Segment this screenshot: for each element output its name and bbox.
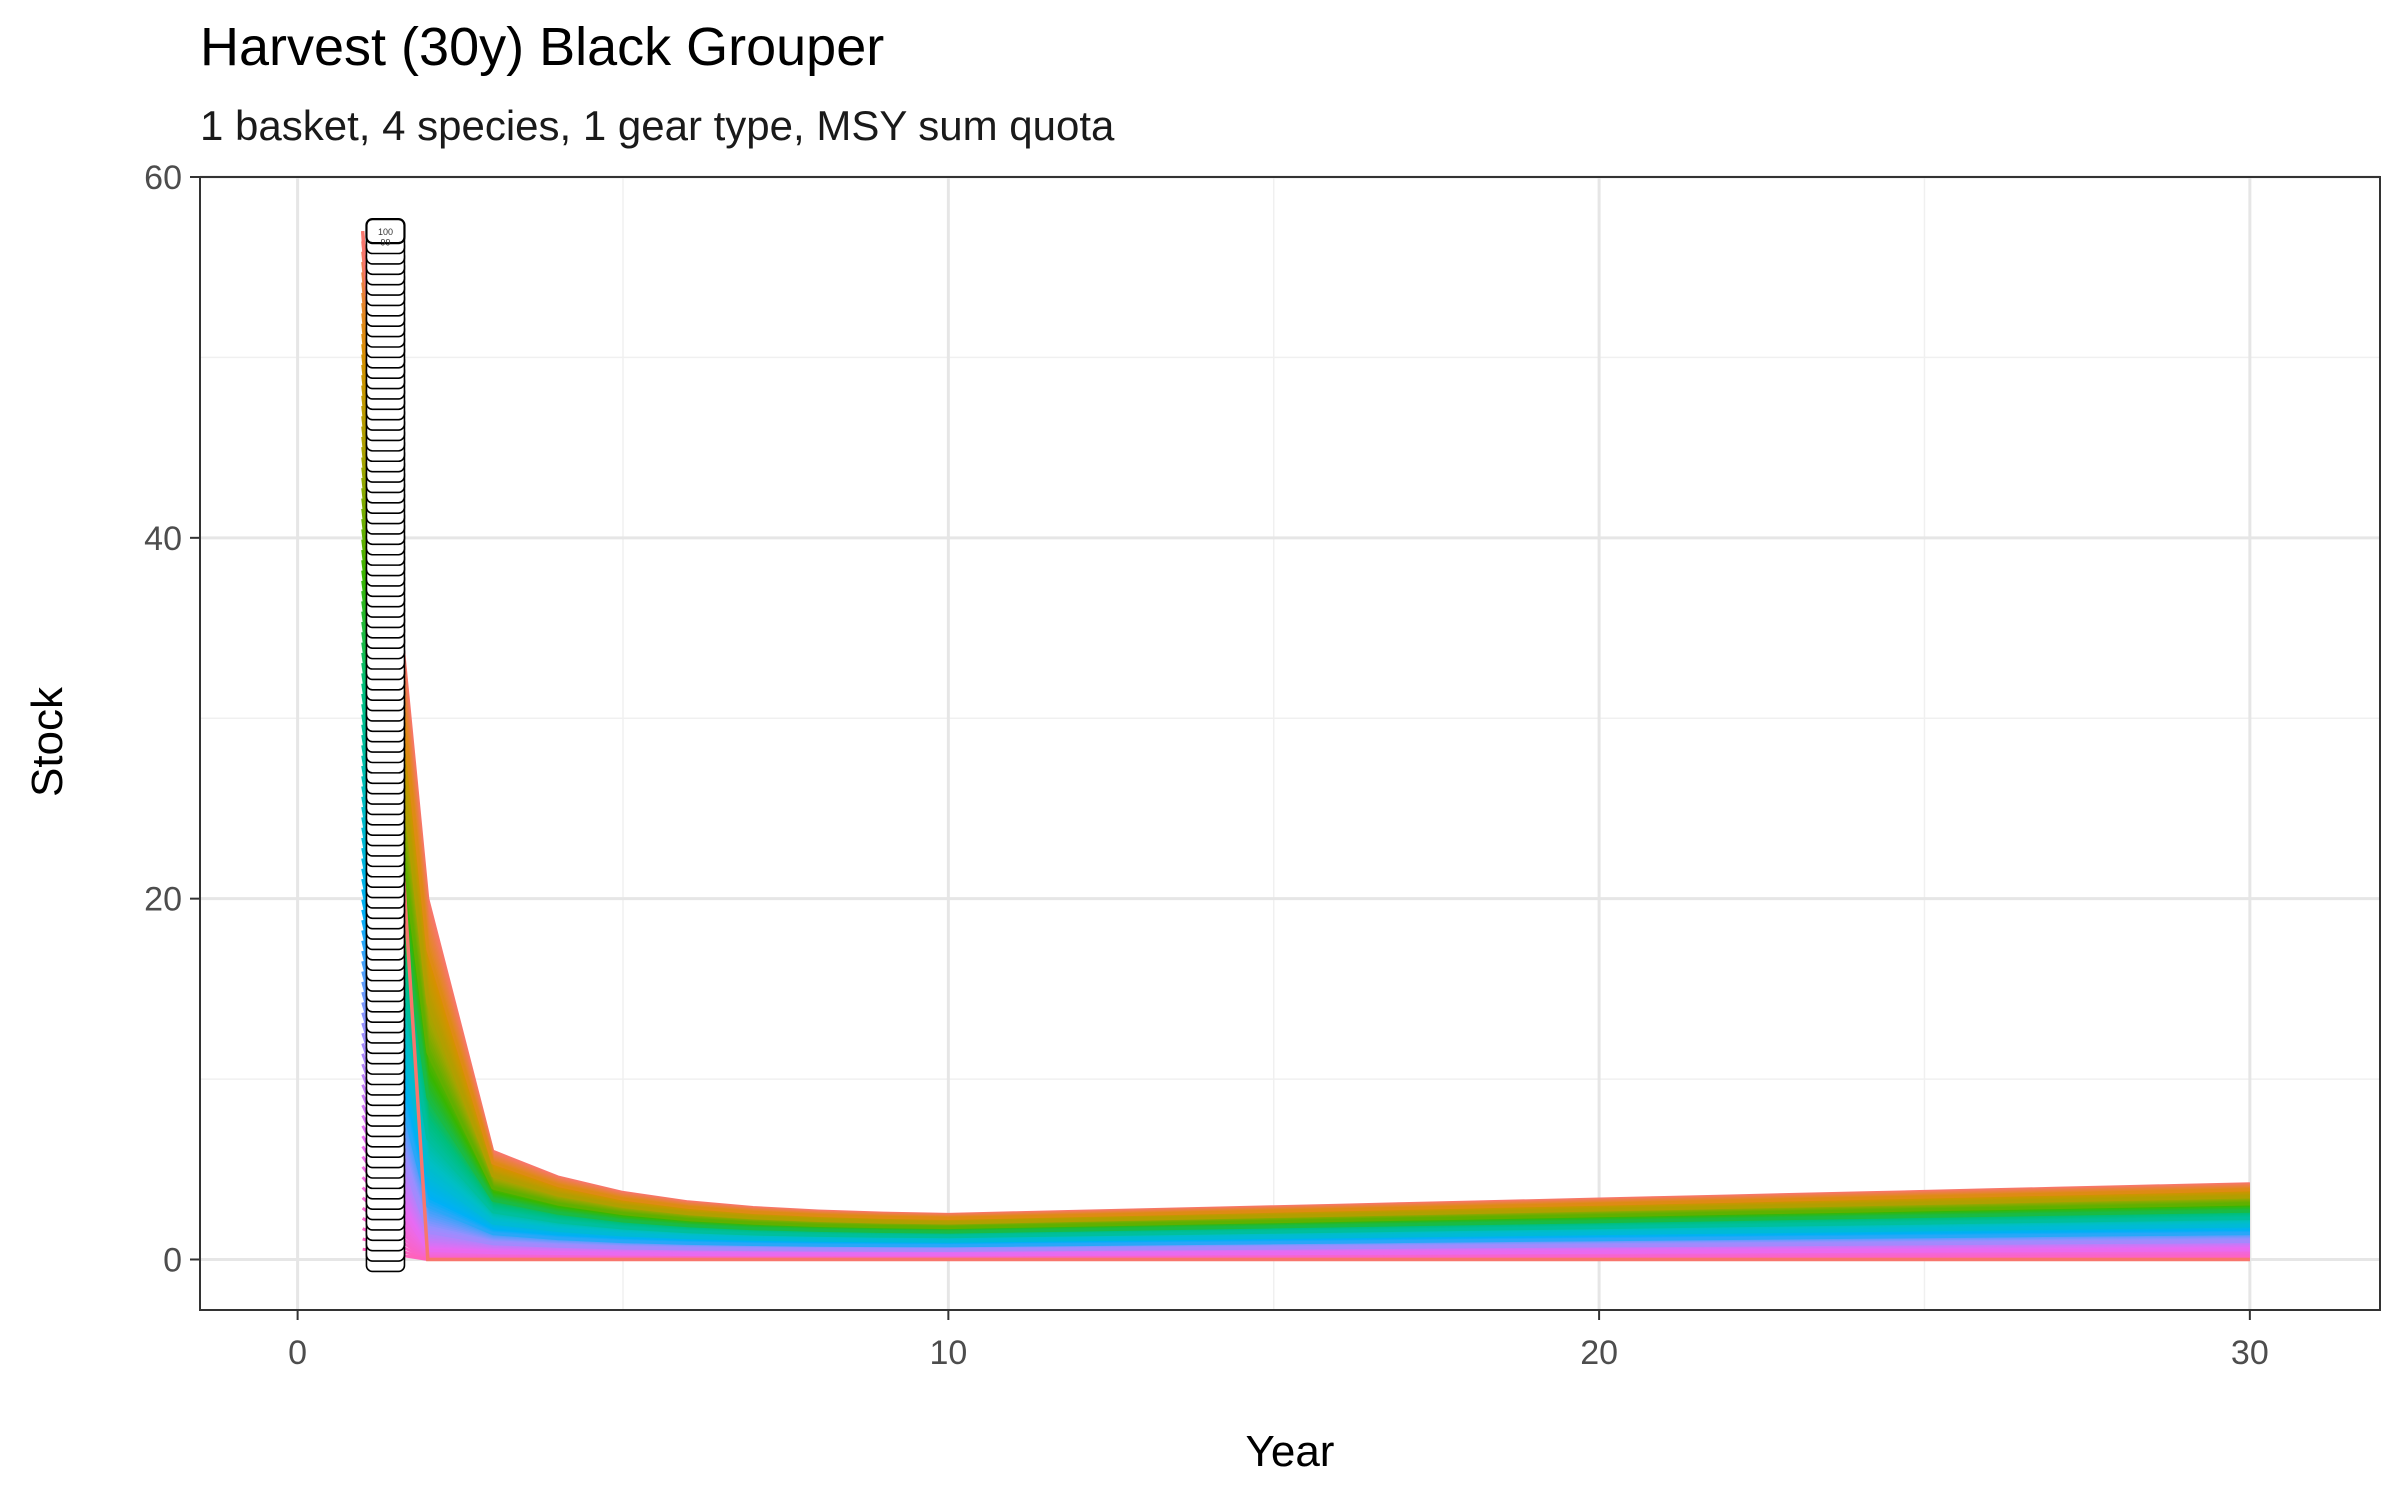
y-tick-label: 40 bbox=[144, 520, 182, 558]
y-tick-label: 60 bbox=[144, 159, 182, 197]
x-tick-label: 30 bbox=[2231, 1334, 2269, 1372]
series-line bbox=[361, 323, 2250, 1220]
series-line bbox=[361, 868, 2250, 1245]
series-line bbox=[361, 580, 2250, 1232]
series-lines bbox=[360, 230, 2250, 1262]
chart-title: Harvest (30y) Black Grouper bbox=[200, 17, 884, 77]
series-line bbox=[361, 621, 2250, 1234]
series-line bbox=[361, 765, 2250, 1240]
series-line bbox=[361, 827, 2250, 1243]
series-line bbox=[361, 940, 2250, 1248]
y-tick-label: 0 bbox=[163, 1241, 182, 1279]
series-line bbox=[361, 590, 2250, 1232]
series-line bbox=[361, 673, 2250, 1236]
series-line bbox=[361, 847, 2250, 1244]
x-tick-label: 20 bbox=[1580, 1334, 1618, 1372]
series-line bbox=[361, 282, 2250, 1219]
series-line bbox=[361, 344, 2250, 1221]
series-line bbox=[361, 683, 2250, 1236]
series-line bbox=[361, 374, 2250, 1223]
series-line bbox=[361, 395, 2250, 1224]
series-label-text: 99 bbox=[380, 238, 390, 248]
series-line bbox=[361, 518, 2250, 1229]
series-line bbox=[361, 251, 2250, 1217]
series-line bbox=[361, 230, 2250, 1216]
series-line bbox=[361, 837, 2250, 1243]
series-line bbox=[361, 508, 2250, 1229]
axes: 0 10 20 30 0 20 40 60 bbox=[144, 159, 2269, 1372]
series-line bbox=[361, 467, 2250, 1227]
series-line bbox=[361, 354, 2250, 1222]
series-label-box bbox=[365, 218, 406, 245]
series-line bbox=[360, 230, 2250, 1262]
series-line bbox=[361, 745, 2250, 1239]
series-line bbox=[361, 878, 2250, 1245]
series-line bbox=[361, 1043, 2250, 1252]
grid bbox=[200, 175, 2380, 1310]
y-axis-title: Stock bbox=[23, 686, 72, 797]
series-line bbox=[361, 858, 2250, 1244]
series-line bbox=[361, 611, 2250, 1233]
series-line bbox=[361, 724, 2250, 1238]
series-line bbox=[361, 436, 2250, 1225]
series-line bbox=[361, 631, 2250, 1234]
series-line bbox=[361, 364, 2250, 1222]
series-line bbox=[361, 446, 2250, 1226]
series-line bbox=[361, 755, 2250, 1240]
series-line bbox=[361, 652, 2250, 1235]
series-line bbox=[361, 529, 2250, 1230]
series-line bbox=[361, 560, 2250, 1231]
series-line bbox=[361, 549, 2250, 1230]
series-line bbox=[361, 241, 2250, 1217]
series-line bbox=[361, 714, 2250, 1238]
series-line bbox=[361, 488, 2250, 1228]
y-tick-label: 20 bbox=[144, 881, 182, 919]
series-label-text: 100 bbox=[378, 227, 393, 237]
series-line bbox=[361, 385, 2250, 1223]
series-line bbox=[361, 477, 2250, 1227]
series-line bbox=[361, 703, 2250, 1237]
series-line bbox=[361, 734, 2250, 1239]
x-tick-label: 0 bbox=[288, 1334, 307, 1372]
series-line bbox=[361, 302, 2250, 1220]
series-line bbox=[361, 457, 2250, 1226]
x-axis-title: Year bbox=[1246, 1427, 1335, 1476]
chart-subtitle: 1 basket, 4 species, 1 gear type, MSY su… bbox=[200, 102, 1115, 149]
series-line bbox=[361, 272, 2250, 1218]
series-line bbox=[361, 333, 2250, 1221]
series-line bbox=[361, 662, 2250, 1235]
series-line bbox=[361, 817, 2250, 1242]
series-line bbox=[361, 601, 2250, 1233]
series-line bbox=[361, 796, 2250, 1241]
series-line bbox=[361, 426, 2250, 1225]
plot-panel-border bbox=[199, 176, 2381, 1311]
series-line bbox=[361, 313, 2250, 1220]
series-line bbox=[361, 806, 2250, 1242]
series-line bbox=[361, 693, 2250, 1237]
series-line bbox=[361, 786, 2250, 1241]
series-line bbox=[361, 261, 2250, 1218]
series-line bbox=[361, 405, 2250, 1224]
series-line bbox=[361, 1145, 2250, 1257]
x-tick-label: 10 bbox=[929, 1334, 967, 1372]
series-line bbox=[361, 642, 2250, 1235]
series-line bbox=[361, 498, 2250, 1228]
series-line bbox=[361, 539, 2250, 1230]
series-line bbox=[361, 775, 2250, 1240]
